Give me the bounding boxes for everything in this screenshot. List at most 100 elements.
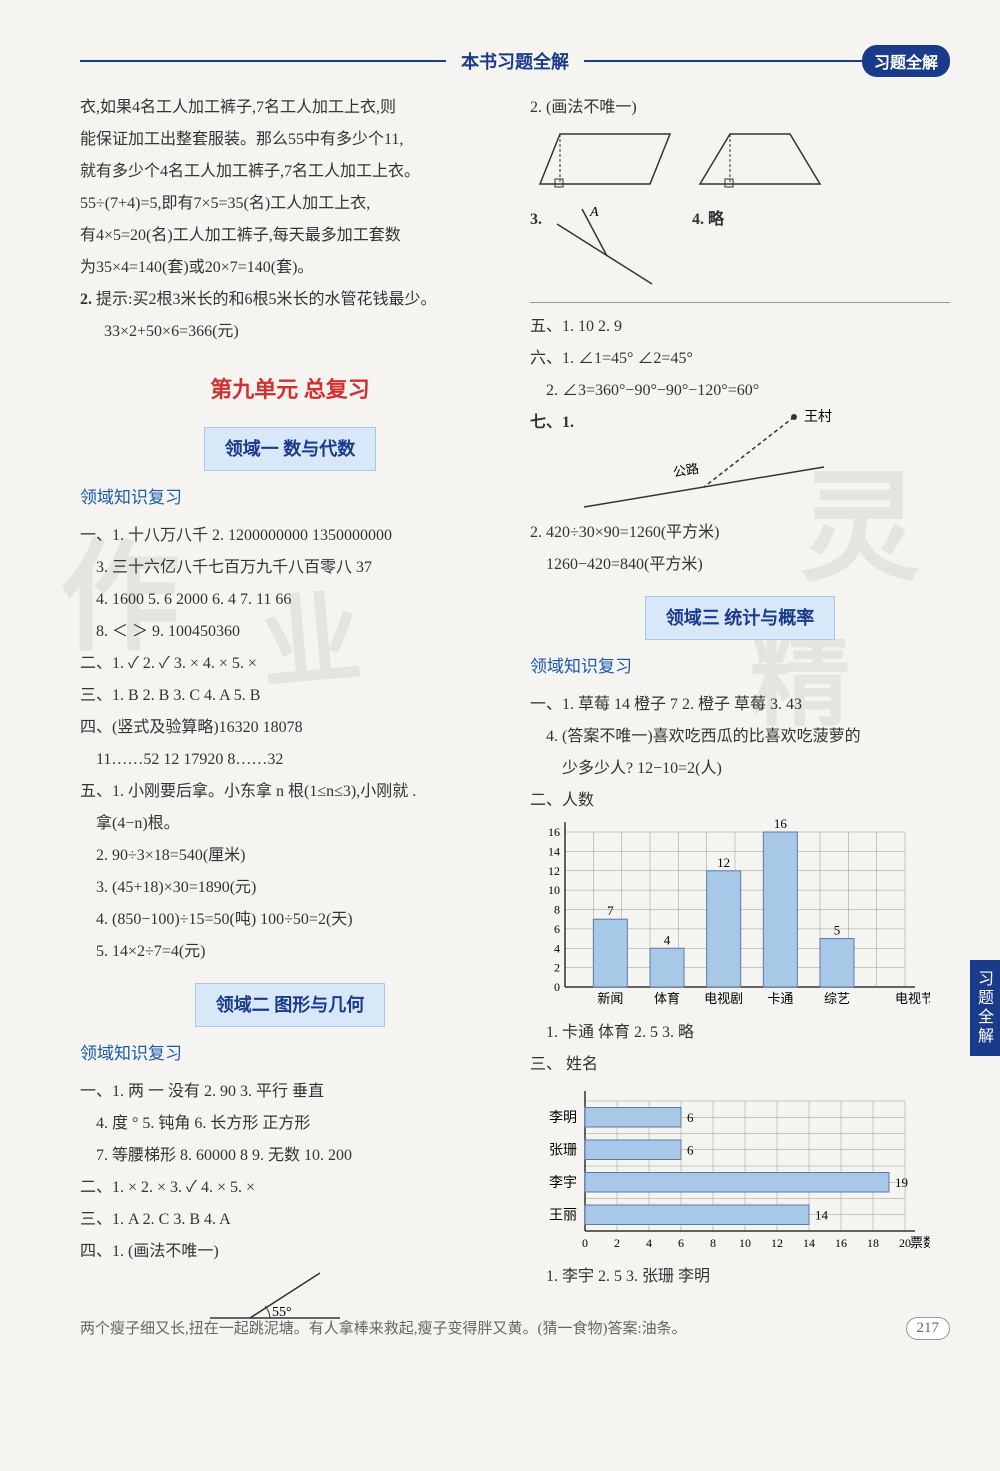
intro-line: 为35×4=140(套)或20×7=140(套)。 <box>80 252 500 284</box>
svg-text:李明: 李明 <box>549 1110 577 1126</box>
svg-text:12: 12 <box>717 855 730 870</box>
answer-line: 11……52 12 17920 8……32 <box>80 744 500 776</box>
chart2-ylabel: 三、 姓名 <box>530 1049 950 1081</box>
svg-text:2: 2 <box>554 961 560 975</box>
svg-text:10: 10 <box>739 1236 751 1250</box>
svg-text:4: 4 <box>554 941 560 955</box>
svg-text:王村: 王村 <box>804 409 832 425</box>
svg-text:体育: 体育 <box>654 991 680 1006</box>
area2-title: 领域二 图形与几何 <box>80 983 500 1027</box>
answer-line: 五、1. 小刚要后拿。小东拿 n 根(1≤n≤3),小刚就 . <box>80 776 500 808</box>
svg-text:18: 18 <box>867 1236 879 1250</box>
left-column: 衣,如果4名工人加工裤子,7名工人加工上衣,则 能保证加工出整套服装。那么55中… <box>80 92 500 1328</box>
svg-text:5: 5 <box>834 923 841 938</box>
svg-text:10: 10 <box>548 883 560 897</box>
answer-line: 一、1. 十八万八千 2. 1200000000 1350000000 <box>80 520 500 552</box>
answer-line: 拿(4−n)根。 <box>80 808 500 840</box>
svg-text:王丽: 王丽 <box>549 1209 577 1224</box>
answer-line: 五、1. 10 2. 9 <box>530 311 950 343</box>
intro-line: 衣,如果4名工人加工裤子,7名工人加工上衣,则 <box>80 92 500 124</box>
svg-text:卡通: 卡通 <box>767 991 793 1006</box>
svg-text:0: 0 <box>554 980 560 994</box>
answer-line: 三、1. B 2. B 3. C 4. A 5. B <box>80 680 500 712</box>
village-road-diagram: 王村 公路 <box>574 407 834 517</box>
svg-text:14: 14 <box>803 1236 815 1250</box>
svg-text:6: 6 <box>554 922 560 936</box>
bar-chart-vertical: 0 2 4 6 8 10 12 14 16 7 新闻 4 体育 12 电视剧 16 卡通 5 综艺 电视节目 <box>530 817 930 1017</box>
answer-line: 二、1. × 2. × 3. ✓ 4. × 5. × <box>80 1172 500 1204</box>
svg-text:6: 6 <box>687 1143 694 1158</box>
answer-line: 1260−420=840(平方米) <box>530 549 950 581</box>
answer-line: 四、1. (画法不唯一) <box>80 1236 500 1268</box>
svg-text:电视剧: 电视剧 <box>704 991 743 1006</box>
svg-text:8: 8 <box>554 903 560 917</box>
svg-text:2: 2 <box>614 1236 620 1250</box>
page-number: 217 <box>906 1317 951 1340</box>
svg-text:新闻: 新闻 <box>597 991 623 1006</box>
intro-line: 有4×5=20(名)工人加工裤子,每天最多加工套数 <box>80 220 500 252</box>
header-divider: 本书习题全解 习题全解 <box>80 60 950 62</box>
answer-line: 一、1. 草莓 14 橙子 7 2. 橙子 草莓 3. 43 <box>530 689 950 721</box>
bar-chart-horizontal: 024681012141618206李明6张珊19李宇14王丽票数 <box>530 1081 930 1261</box>
review-title: 领域知识复习 <box>80 1037 500 1071</box>
answer-line: 四、(竖式及验算略)16320 18078 <box>80 712 500 744</box>
svg-text:票数: 票数 <box>910 1235 930 1250</box>
answer-line: 1. 李宇 2. 5 3. 张珊 李明 <box>530 1261 950 1293</box>
svg-text:0: 0 <box>582 1236 588 1250</box>
svg-text:8: 8 <box>710 1236 716 1250</box>
svg-text:14: 14 <box>548 844 560 858</box>
svg-text:7: 7 <box>607 903 614 918</box>
svg-text:16: 16 <box>548 825 560 839</box>
answer-line: 4. (850−100)÷15=50(吨) 100÷50=2(天) <box>80 904 500 936</box>
svg-text:12: 12 <box>771 1236 783 1250</box>
answer-line: 4. 度 ° 5. 钝角 6. 长方形 正方形 <box>80 1108 500 1140</box>
svg-text:16: 16 <box>774 817 788 831</box>
q2-right: 2. (画法不唯一) <box>530 92 950 124</box>
svg-text:12: 12 <box>548 864 560 878</box>
svg-text:6: 6 <box>678 1236 684 1250</box>
intro-line: 55÷(7+4)=5,即有7×5=35(名)工人加工上衣, <box>80 188 500 220</box>
answer-line: 三、1. A 2. C 3. B 4. A <box>80 1204 500 1236</box>
answer-line: 3. (45+18)×30=1890(元) <box>80 872 500 904</box>
answer-line: 3. 三十六亿八千七百万九千八百零八 37 <box>80 552 500 584</box>
svg-text:4: 4 <box>664 932 671 947</box>
review-title: 领域知识复习 <box>530 650 950 684</box>
area3-title: 领域三 统计与概率 <box>530 596 950 640</box>
side-tab: 习题全解 <box>970 960 1000 1056</box>
shapes-diagram <box>530 124 830 204</box>
review-title: 领域知识复习 <box>80 481 500 515</box>
answer-line: 4. 1600 5. 6 2000 6. 4 7. 11 66 <box>80 584 500 616</box>
answer-line: 2. ∠3=360°−90°−90°−120°=60° <box>530 375 950 407</box>
footer-riddle: 两个瘦子细又长,扭在一起跳泥塘。有人拿棒来救起,瘦子变得胖又黄。(猜一食物)答案… <box>80 1321 687 1337</box>
intro-line: 能保证加工出整套服装。那么55中有多少个11, <box>80 124 500 156</box>
svg-text:14: 14 <box>815 1208 829 1223</box>
answer-line: 一、1. 两 一 没有 2. 90 3. 平行 垂直 <box>80 1076 500 1108</box>
chart1-ylabel: 二、人数 <box>530 785 950 817</box>
svg-text:李宇: 李宇 <box>549 1175 577 1191</box>
right-column: 2. (画法不唯一) 3. A 4. 略 五、1. 10 2. 9 <box>530 92 950 1328</box>
svg-text:16: 16 <box>835 1236 847 1250</box>
point-a-diagram: A <box>552 204 662 294</box>
footer: 两个瘦子细又长,扭在一起跳泥塘。有人拿棒来救起,瘦子变得胖又黄。(猜一食物)答案… <box>80 1317 950 1338</box>
svg-text:公路: 公路 <box>672 461 700 480</box>
answer-line: 7. 等腰梯形 8. 60000 8 9. 无数 10. 200 <box>80 1140 500 1172</box>
svg-text:4: 4 <box>646 1236 652 1250</box>
svg-text:6: 6 <box>687 1110 694 1125</box>
answer-line: 六、1. ∠1=45° ∠2=45° <box>530 343 950 375</box>
unit-title: 第九单元 总复习 <box>80 368 500 412</box>
answer-line: 二、1. ✓ 2. ✓ 3. × 4. × 5. × <box>80 648 500 680</box>
area1-title: 领域一 数与代数 <box>80 427 500 471</box>
svg-text:A: A <box>589 205 599 220</box>
svg-text:19: 19 <box>895 1175 908 1190</box>
answer-line: 5. 14×2÷7=4(元) <box>80 936 500 968</box>
answer-line: 2. 420÷30×90=1260(平方米) <box>530 517 950 549</box>
q2-line: 2. 提示:买2根3米长的和6根5米长的水管花钱最少。 <box>80 284 500 316</box>
answer-line: 8. ＜ ＞ 9. 100450360 <box>80 616 500 648</box>
svg-text:电视节目: 电视节目 <box>895 991 930 1006</box>
svg-text:张珊: 张珊 <box>549 1143 577 1159</box>
answer-line: 4. (答案不唯一)喜欢吃西瓜的比喜欢吃菠萝的 <box>530 721 950 753</box>
answer-line: 少多少人? 12−10=2(人) <box>530 753 950 785</box>
svg-text:综艺: 综艺 <box>824 991 850 1006</box>
header-badge: 习题全解 <box>862 45 950 77</box>
answer-line: 2. 90÷3×18=540(厘米) <box>80 840 500 872</box>
